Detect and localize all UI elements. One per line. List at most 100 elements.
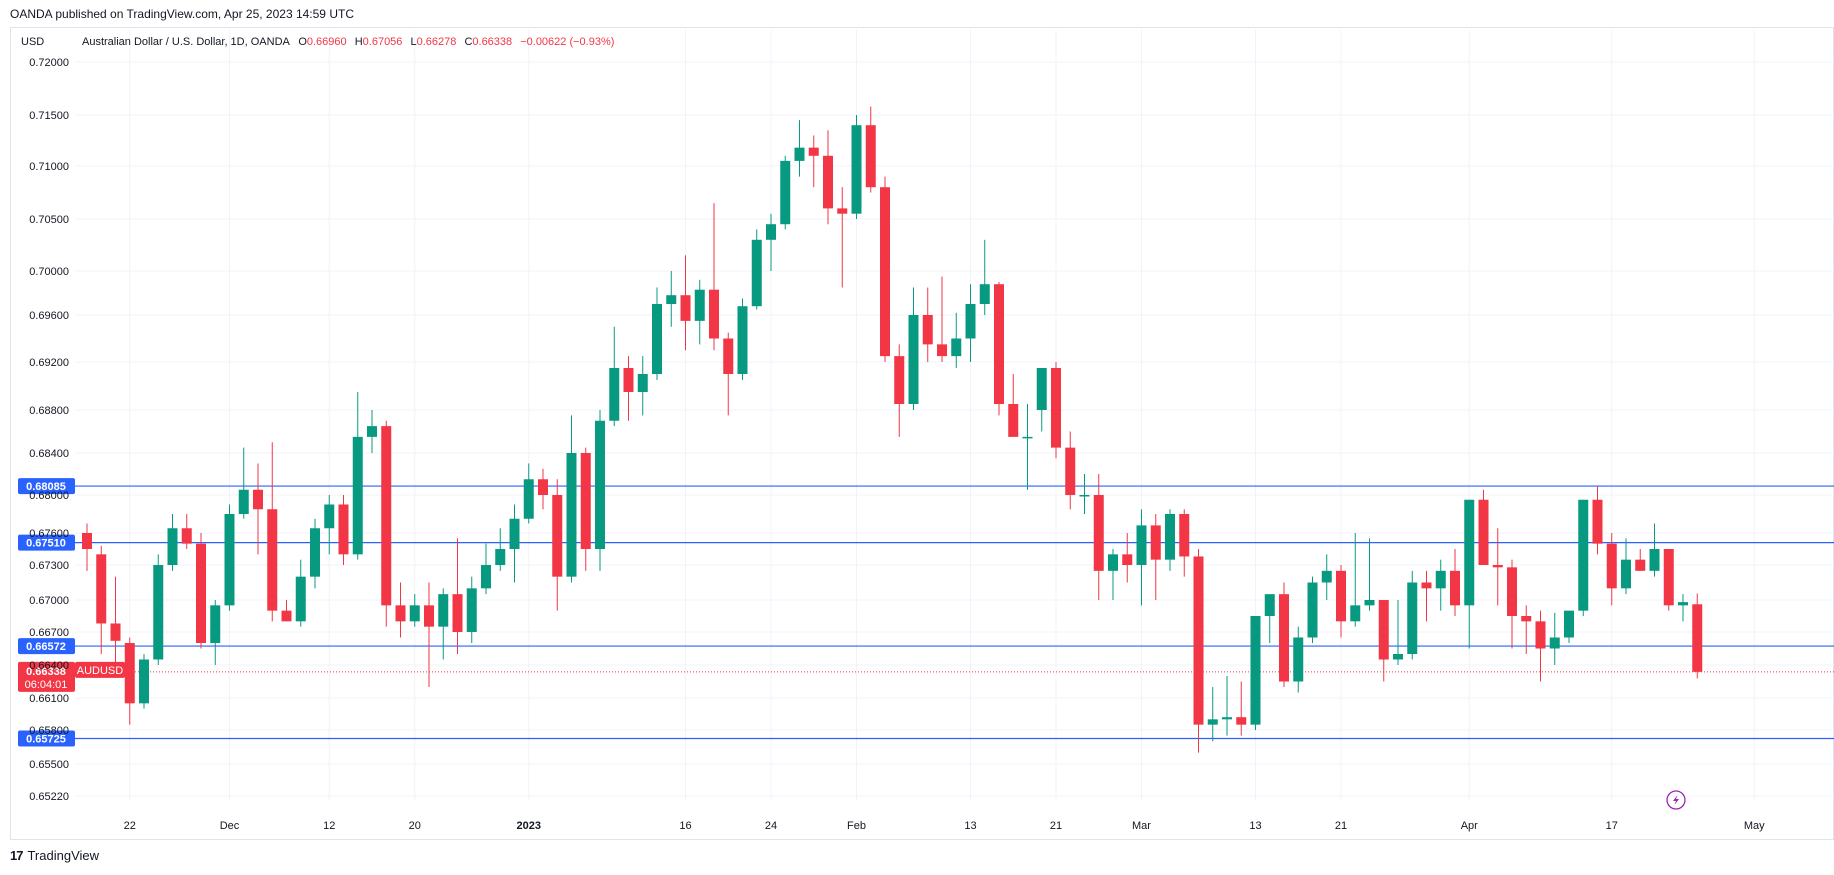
candle bbox=[1450, 549, 1460, 616]
candle-body bbox=[1293, 637, 1304, 682]
y-tick-label: 0.69600 bbox=[29, 310, 69, 322]
open-value: 0.66960 bbox=[307, 36, 347, 48]
candle-body bbox=[1450, 570, 1460, 606]
candle bbox=[167, 514, 178, 571]
candle bbox=[124, 637, 135, 725]
candle-body bbox=[395, 605, 406, 622]
x-tick-label: 17 bbox=[1606, 820, 1618, 832]
level-price-tag: 0.67510 bbox=[18, 534, 75, 551]
candle-body bbox=[295, 576, 306, 622]
y-tick-label: 0.65220 bbox=[29, 791, 69, 803]
candle-body bbox=[1421, 582, 1432, 589]
instrument-name: Australian Dollar / U.S. Dollar, 1D, OAN… bbox=[82, 36, 291, 48]
price-chart[interactable]: 0.680850.675100.665720.657250.6633806:04… bbox=[0, 0, 1834, 840]
x-tick-label: Mar bbox=[1132, 820, 1151, 832]
candle bbox=[1336, 565, 1346, 638]
candle-body bbox=[238, 489, 249, 514]
candle bbox=[523, 463, 534, 524]
low-value: 0.66278 bbox=[417, 36, 457, 48]
candle bbox=[1236, 681, 1247, 736]
candle-body bbox=[908, 315, 919, 404]
candle bbox=[1507, 559, 1517, 649]
candle bbox=[538, 468, 548, 510]
candle bbox=[737, 298, 748, 380]
x-tick-label: May bbox=[1744, 820, 1765, 832]
y-tick-label: 0.67300 bbox=[29, 560, 69, 572]
candle bbox=[865, 106, 876, 193]
y-tick-label: 0.65500 bbox=[29, 759, 69, 771]
candle bbox=[1065, 431, 1076, 510]
candle bbox=[880, 176, 890, 362]
candle bbox=[1678, 594, 1688, 622]
candle-body bbox=[1165, 514, 1175, 560]
x-tick-label: Feb bbox=[847, 820, 866, 832]
candle-body bbox=[181, 528, 192, 544]
candle bbox=[1179, 509, 1190, 577]
candle bbox=[1051, 362, 1061, 459]
candle bbox=[1592, 486, 1603, 555]
x-tick-label: 12 bbox=[323, 820, 335, 832]
candle-body bbox=[466, 588, 477, 632]
tradingview-logo-icon: 17 bbox=[10, 848, 24, 863]
y-tick-label: 0.66700 bbox=[29, 627, 69, 639]
candle bbox=[1193, 549, 1204, 753]
candle-body bbox=[82, 533, 92, 549]
candle bbox=[324, 495, 335, 555]
candle-body bbox=[1108, 554, 1118, 571]
candle-body bbox=[1621, 559, 1631, 589]
candle-body bbox=[1464, 499, 1475, 606]
candle bbox=[751, 229, 762, 310]
x-tick-label: 13 bbox=[1249, 820, 1261, 832]
candle bbox=[438, 588, 449, 660]
low-label: L bbox=[410, 36, 416, 48]
candle-body bbox=[538, 479, 548, 495]
publish-info: OANDA published on TradingView.com, Apr … bbox=[10, 7, 354, 21]
candle bbox=[1122, 533, 1133, 583]
candle-body bbox=[210, 605, 221, 643]
candle bbox=[1136, 509, 1147, 606]
x-tick-label: 13 bbox=[964, 820, 976, 832]
candle-body bbox=[1336, 570, 1346, 622]
candle bbox=[652, 287, 662, 380]
candle bbox=[566, 415, 577, 583]
candle-body bbox=[110, 623, 121, 641]
candle bbox=[1264, 594, 1275, 643]
candle bbox=[723, 332, 734, 416]
candle-body bbox=[196, 543, 206, 643]
candle bbox=[1036, 368, 1047, 432]
candle bbox=[1108, 549, 1118, 600]
candle-body bbox=[253, 489, 263, 510]
y-tick-label: 0.66400 bbox=[29, 660, 69, 672]
candle-body bbox=[124, 643, 135, 704]
candle-body bbox=[1649, 549, 1660, 571]
candle bbox=[96, 545, 107, 654]
candle bbox=[1293, 626, 1304, 693]
candle-body bbox=[1264, 594, 1275, 616]
candle-body bbox=[1564, 610, 1574, 638]
candle-body bbox=[737, 306, 748, 374]
lightning-icon[interactable] bbox=[1666, 790, 1686, 810]
candle bbox=[979, 239, 990, 315]
candle bbox=[509, 504, 520, 583]
last-price-value: 0.66338 bbox=[26, 666, 66, 678]
candle bbox=[224, 504, 235, 611]
candle-body bbox=[780, 160, 791, 225]
candle bbox=[495, 528, 506, 571]
candle bbox=[1022, 404, 1033, 490]
y-tick-label: 0.70000 bbox=[29, 266, 69, 278]
candle bbox=[1606, 533, 1617, 606]
candle-body bbox=[595, 420, 605, 549]
candle-body bbox=[1051, 368, 1061, 448]
candle-body bbox=[823, 155, 833, 209]
symbol-tag: AUDUSD bbox=[75, 661, 125, 678]
y-tick-label: 0.67000 bbox=[29, 595, 69, 607]
candle bbox=[1535, 610, 1546, 682]
candle bbox=[139, 654, 149, 709]
candle bbox=[310, 518, 320, 589]
level-price-tag: 0.68085 bbox=[18, 478, 75, 495]
candle-body bbox=[153, 565, 164, 660]
candle-body bbox=[1507, 567, 1517, 616]
candle bbox=[481, 543, 491, 595]
candles bbox=[82, 106, 1703, 753]
brand-name: TradingView bbox=[27, 848, 100, 863]
